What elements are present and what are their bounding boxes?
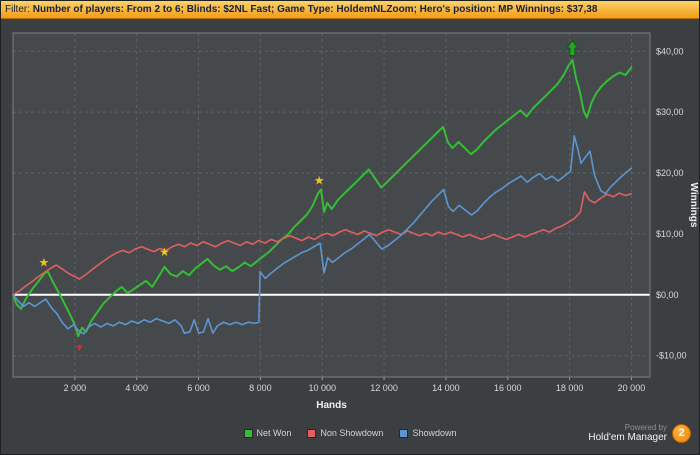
- peak-arrow-icon: [565, 39, 579, 57]
- x-tick-label: 12 000: [370, 383, 398, 393]
- y-tick-label: -$10,00: [656, 351, 687, 361]
- series-line-showdown: [12, 135, 633, 335]
- legend-item-net-won[interactable]: Net Won: [243, 428, 292, 438]
- x-tick-label: 18 000: [556, 383, 584, 393]
- star-marker: ★: [39, 256, 50, 270]
- star-marker: ★: [159, 245, 170, 259]
- y-tick-label: $30,00: [656, 107, 684, 117]
- filter-bar[interactable]: Filter: Number of players: From 2 to 6; …: [1, 1, 699, 19]
- x-tick-label: 14 000: [432, 383, 460, 393]
- x-tick-label: 16 000: [494, 383, 522, 393]
- x-axis-title: Hands: [316, 400, 347, 411]
- loss-marker-icon: ▼: [75, 343, 85, 354]
- legend-label: Net Won: [256, 428, 292, 438]
- star-marker: ★: [314, 173, 325, 187]
- powered-by-footer: Powered by Hold'em Manager 2: [588, 423, 691, 444]
- filter-segment: Winnings: $37,38: [515, 4, 598, 15]
- series-line-non-showdown: [12, 191, 633, 296]
- x-tick-label: 6 000: [187, 383, 210, 393]
- powered-by-label: Powered by: [624, 423, 667, 432]
- x-tick-label: 20 000: [618, 383, 646, 393]
- legend-item-showdown[interactable]: Showdown: [399, 428, 456, 438]
- plot-area: [13, 33, 650, 377]
- filter-segment: Filter:: [5, 4, 33, 15]
- filter-segment: Number of players: From 2 to 6; Blinds: …: [32, 4, 516, 15]
- legend-swatch: [243, 428, 253, 438]
- hm2-logo-badge: 2: [672, 423, 691, 443]
- plot-border: [12, 32, 651, 378]
- x-tick-label: 10 000: [308, 383, 336, 393]
- legend-swatch: [307, 428, 317, 438]
- winnings-chart-panel: 2 000 4 000 6 000 8 000 10 000 12 000 14 000 16…: [1, 19, 699, 454]
- footer-text: Powered by Hold'em Manager: [588, 423, 667, 444]
- x-tick-label: 4 000: [125, 383, 148, 393]
- brand-name: Hold'em Manager: [588, 432, 667, 444]
- x-tick-label: 2 000: [64, 383, 87, 393]
- y-tick-label: $0,00: [656, 290, 679, 300]
- legend-label: Non Showdown: [320, 428, 384, 438]
- y-tick-label: $10,00: [656, 229, 684, 239]
- chart-legend: Net Won Non Showdown Showdown: [1, 428, 699, 438]
- legend-item-non-showdown[interactable]: Non Showdown: [307, 428, 383, 438]
- y-tick-label: $40,00: [656, 46, 684, 56]
- x-tick-label: 8 000: [249, 383, 272, 393]
- winnings-chart: 2 000 4 000 6 000 8 000 10 000 12 000 14 000 16…: [12, 32, 699, 411]
- legend-label: Showdown: [412, 428, 457, 438]
- y-tick-label: $20,00: [656, 168, 684, 178]
- series-line-net-won: [12, 58, 633, 338]
- legend-swatch: [399, 428, 409, 438]
- y-axis-title: Winnings: [688, 183, 699, 228]
